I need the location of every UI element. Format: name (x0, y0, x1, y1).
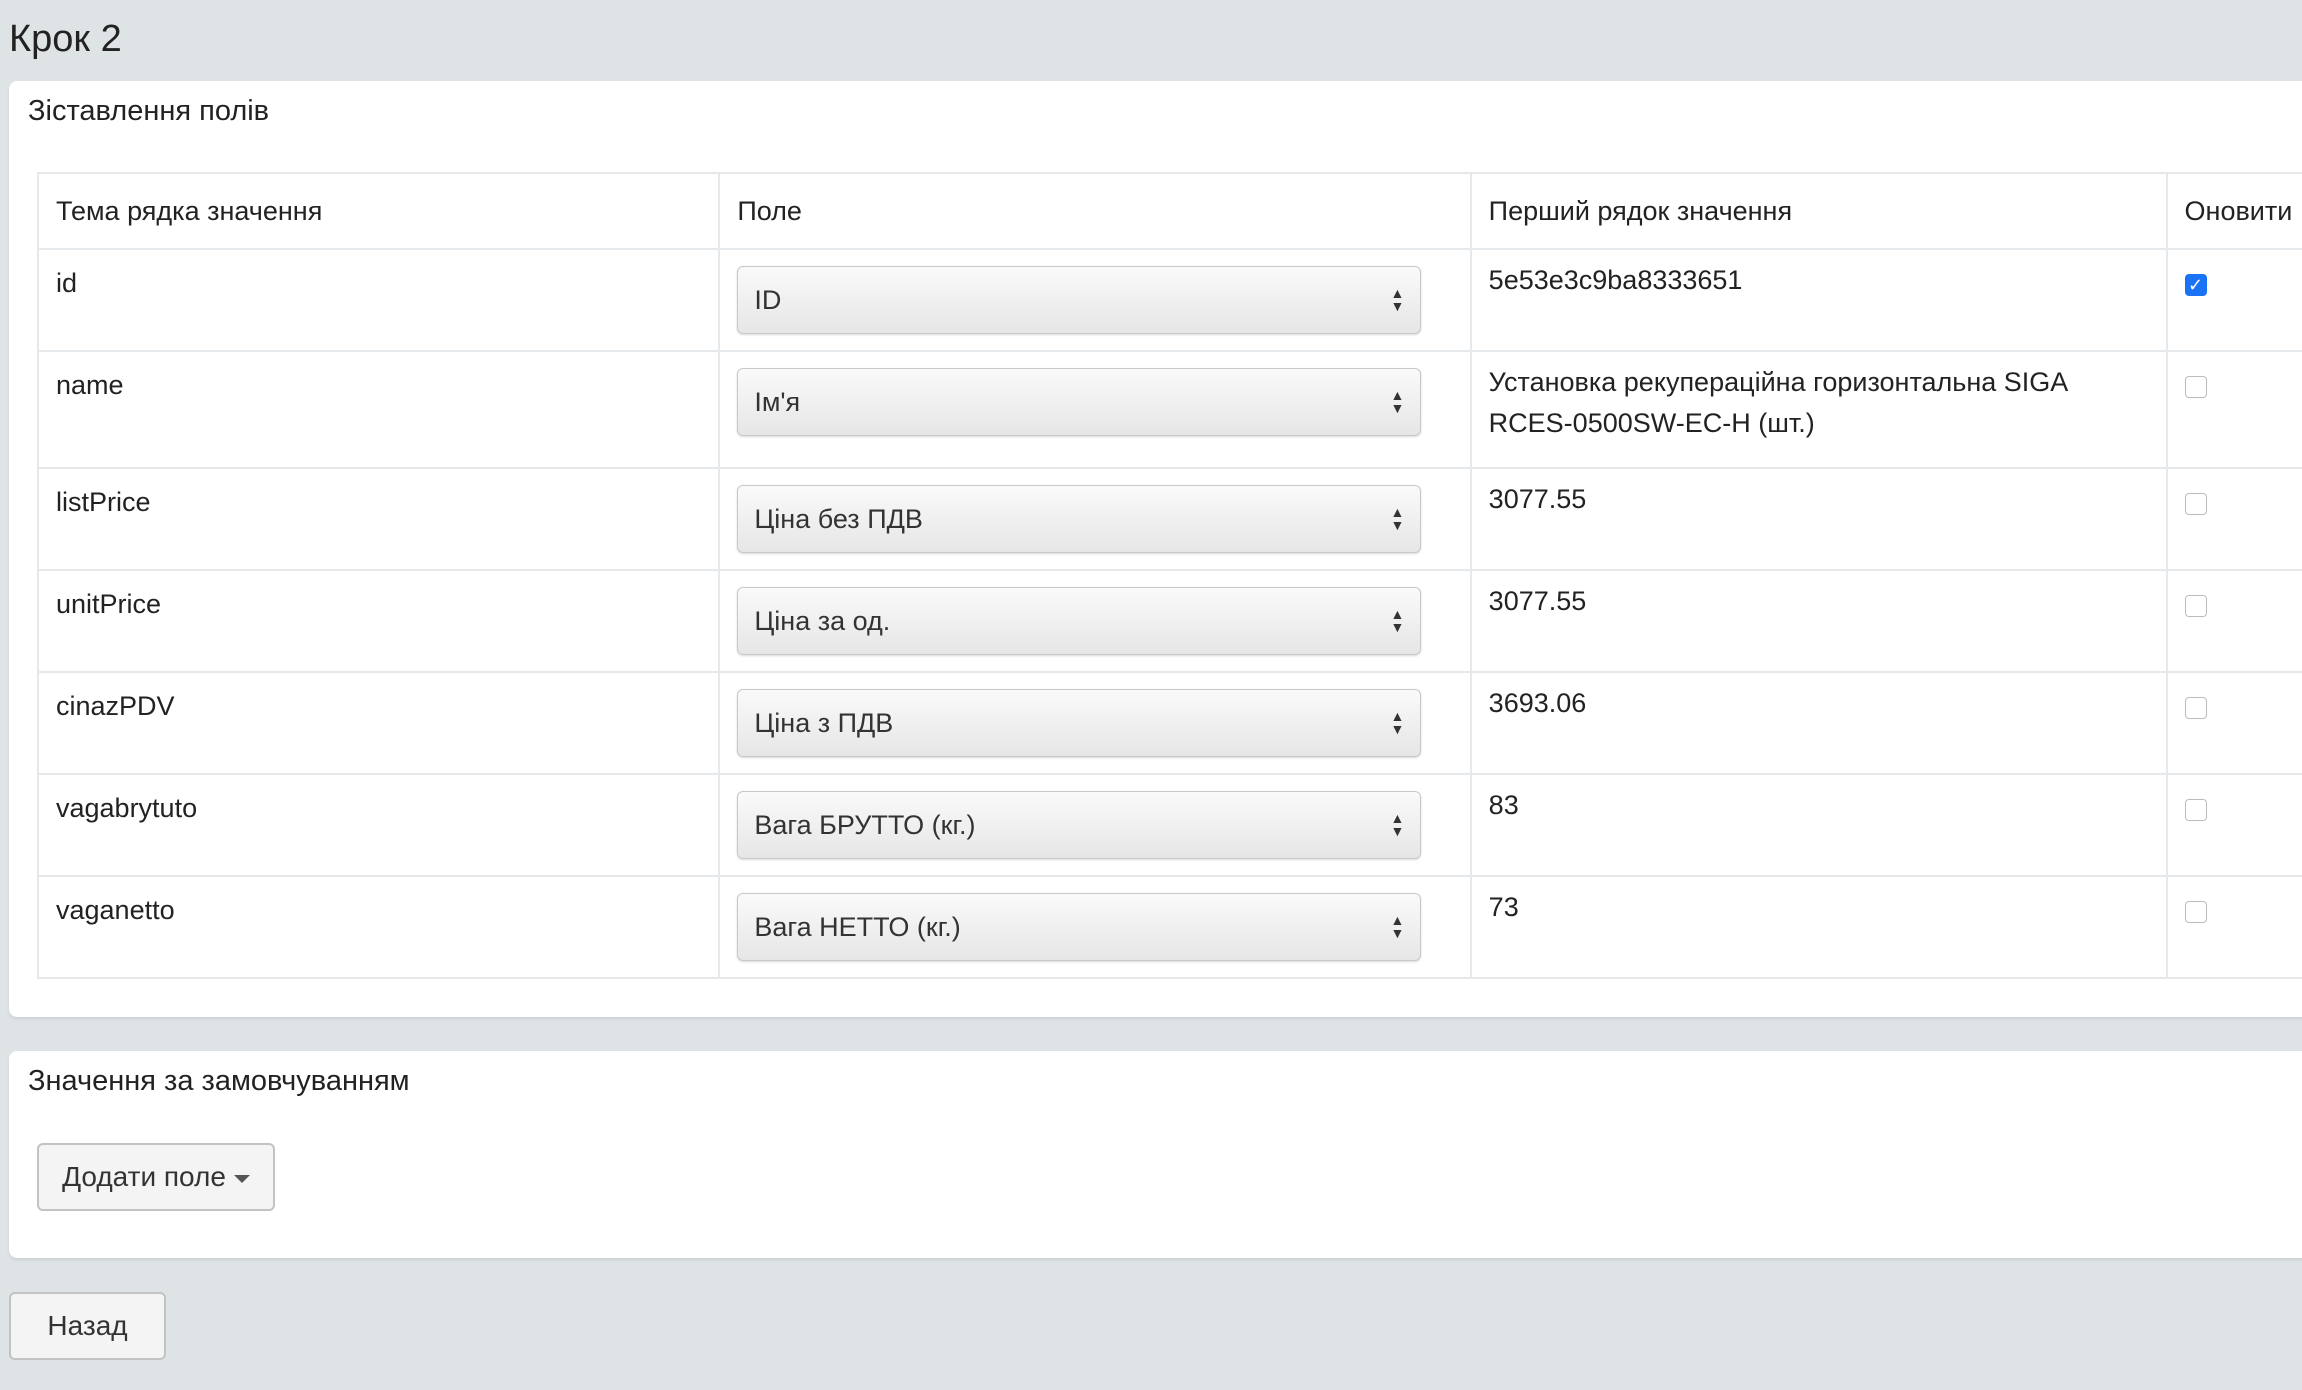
update-cell: ✓ (2165, 248, 2302, 352)
source-cell: unitPrice (36, 569, 721, 673)
select-arrows-icon: ▲ ▼ (1390, 606, 1405, 635)
select-arrows-icon: ▲ ▼ (1390, 708, 1405, 737)
update-cell (2165, 773, 2302, 877)
field-mapping-title: Зіставлення полів (28, 95, 270, 127)
table-row: listPrice Ціна без ПДВ ▲ ▼ 3077.55 (36, 467, 2302, 571)
header-source: Тема рядка значення (36, 172, 721, 250)
field-cell: Ціна за од. ▲ ▼ (718, 569, 1472, 673)
update-checkbox[interactable] (2184, 697, 2207, 719)
field-select[interactable]: Ціна без ПДВ ▲ ▼ (737, 485, 1422, 553)
field-select-value: Ім'я (754, 386, 801, 417)
table-row: cinazPDV Ціна з ПДВ ▲ ▼ 3693.06 (36, 671, 2302, 775)
select-arrows-icon: ▲ ▼ (1390, 810, 1405, 839)
field-select-value: Вага НЕТТО (кг.) (754, 911, 961, 942)
source-cell: vagabrytuto (36, 773, 721, 877)
update-checkbox[interactable] (2184, 799, 2207, 821)
source-cell: vaganetto (36, 875, 721, 979)
field-select-value: ID (754, 284, 782, 315)
update-cell (2165, 671, 2302, 775)
source-cell: id (36, 248, 721, 352)
table-row: vagabrytuto Вага БРУТТО (кг.) ▲ ▼ 83 (36, 773, 2302, 877)
first-value-cell: 73 (1469, 875, 2168, 979)
default-values-panel: Значення за замовчуванням Додати поле (9, 1051, 2302, 1258)
header-field: Поле (718, 172, 1472, 250)
field-cell: Ім'я ▲ ▼ (718, 350, 1472, 469)
update-checkbox[interactable] (2184, 595, 2207, 617)
header-update: Оновити (2165, 172, 2302, 250)
update-checkbox[interactable]: ✓ (2184, 274, 2207, 296)
field-select[interactable]: Вага БРУТТО (кг.) ▲ ▼ (737, 791, 1422, 859)
field-cell: Вага НЕТТО (кг.) ▲ ▼ (718, 875, 1472, 979)
update-cell (2165, 467, 2302, 571)
add-field-button[interactable]: Додати поле (37, 1143, 275, 1211)
table-row: name Ім'я ▲ ▼ Установка рекупераційна горизо… (36, 350, 2302, 469)
first-value-cell: 3693.06 (1469, 671, 2168, 775)
first-value-cell: 3077.55 (1469, 467, 2168, 571)
field-select[interactable]: Ціна за од. ▲ ▼ (737, 587, 1422, 655)
field-select-value: Вага БРУТТО (кг.) (754, 809, 976, 840)
first-value-cell: 5e53e3c9ba8333651 (1469, 248, 2168, 352)
field-select-value: Ціна з ПДВ (754, 707, 894, 738)
field-select[interactable]: ID ▲ ▼ (737, 266, 1422, 334)
source-cell: cinazPDV (36, 671, 721, 775)
header-first-value: Перший рядок значення (1469, 172, 2168, 250)
select-arrows-icon: ▲ ▼ (1390, 285, 1405, 314)
first-value-cell: 83 (1469, 773, 2168, 877)
update-cell (2165, 350, 2302, 469)
field-select-value: Ціна без ПДВ (754, 503, 923, 534)
update-checkbox[interactable] (2184, 901, 2207, 923)
first-value-cell: 3077.55 (1469, 569, 2168, 673)
table-header-row: Тема рядка значення Поле Перший рядок зн… (36, 172, 2302, 250)
table-row: unitPrice Ціна за од. ▲ ▼ 3077.55 (36, 569, 2302, 673)
field-mapping-panel: Зіставлення полів Тема рядка значення По… (9, 81, 2302, 1017)
source-cell: name (36, 350, 721, 469)
field-cell: ID ▲ ▼ (718, 248, 1472, 352)
field-mapping-table: Тема рядка значення Поле Перший рядок зн… (36, 172, 2302, 979)
field-select[interactable]: Ціна з ПДВ ▲ ▼ (737, 689, 1422, 757)
default-values-title: Значення за замовчуванням (28, 1065, 410, 1097)
update-checkbox[interactable] (2184, 493, 2207, 515)
field-select-value: Ціна за од. (754, 605, 891, 636)
update-cell (2165, 875, 2302, 979)
field-select[interactable]: Ім'я ▲ ▼ (737, 368, 1422, 436)
field-cell: Ціна з ПДВ ▲ ▼ (718, 671, 1472, 775)
back-button[interactable]: Назад (9, 1292, 166, 1360)
update-cell (2165, 569, 2302, 673)
step-title: Крок 2 (9, 18, 122, 60)
select-arrows-icon: ▲ ▼ (1390, 387, 1405, 416)
select-arrows-icon: ▲ ▼ (1390, 504, 1405, 533)
add-field-label: Додати поле (62, 1161, 226, 1192)
select-arrows-icon: ▲ ▼ (1390, 912, 1405, 941)
first-value-cell: Установка рекупераційна горизонтальна SI… (1469, 350, 2168, 469)
source-cell: listPrice (36, 467, 721, 571)
table-row: vaganetto Вага НЕТТО (кг.) ▲ ▼ 73 (36, 875, 2302, 979)
caret-down-icon (233, 1175, 250, 1183)
field-cell: Ціна без ПДВ ▲ ▼ (718, 467, 1472, 571)
update-checkbox[interactable] (2184, 376, 2207, 398)
field-cell: Вага БРУТТО (кг.) ▲ ▼ (718, 773, 1472, 877)
table-row: id ID ▲ ▼ 5e53e3c9ba8333651 ✓ (36, 248, 2302, 352)
field-select[interactable]: Вага НЕТТО (кг.) ▲ ▼ (737, 893, 1422, 961)
